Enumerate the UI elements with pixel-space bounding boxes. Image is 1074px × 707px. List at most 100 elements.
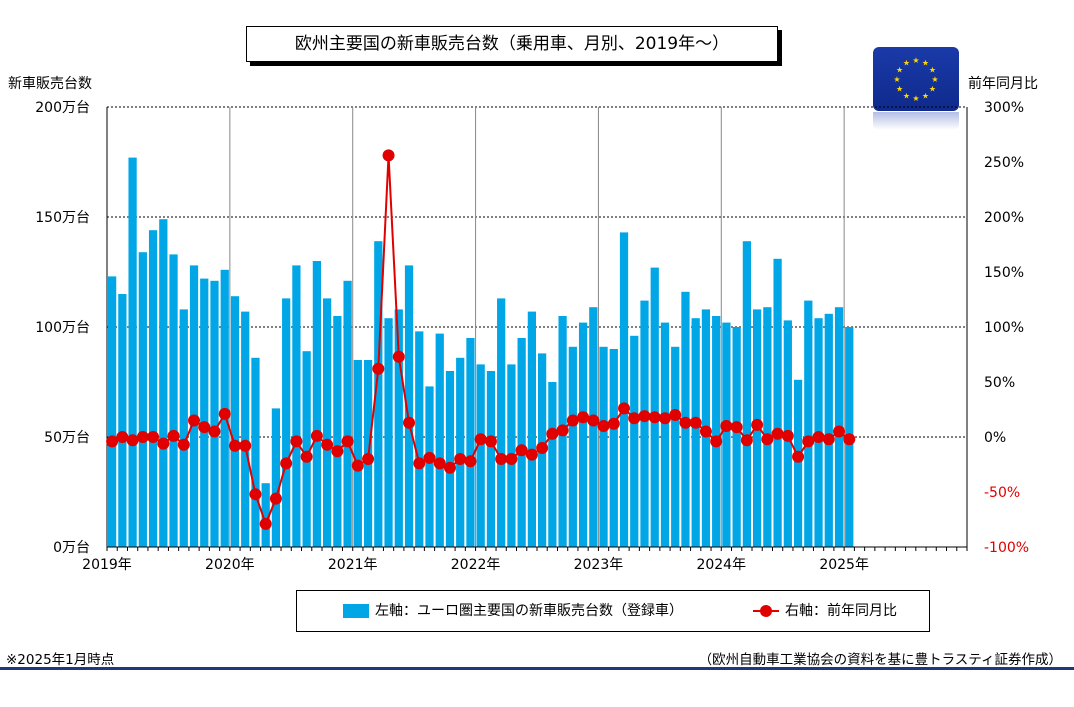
yoy-point: [280, 457, 293, 470]
bar: [650, 267, 659, 547]
yoy-point: [310, 429, 323, 442]
bar: [230, 296, 240, 547]
yoy-point: [669, 409, 682, 421]
right-tick-label: 250%: [984, 155, 1024, 171]
yoy-point: [228, 439, 241, 452]
bar: [302, 351, 311, 547]
bar: [108, 276, 117, 547]
x-tick-label: 2024年: [696, 557, 746, 573]
yoy-point: [239, 439, 252, 452]
left-tick-label: 100万台: [35, 320, 90, 336]
bar: [312, 261, 321, 547]
yoy-point: [157, 437, 170, 450]
chart-legend: 左軸：ユーロ圏主要国の新車販売台数（登録車） 右軸：前年同月比: [296, 590, 930, 632]
bar: [394, 309, 403, 547]
yoy-point: [802, 435, 815, 448]
yoy-point: [597, 420, 610, 432]
yoy-point: [106, 435, 119, 448]
bar: [589, 307, 598, 547]
flag-star-icon: ★: [922, 59, 929, 68]
yoy-point: [546, 427, 559, 440]
bar: [671, 346, 680, 547]
bar: [824, 313, 833, 547]
yoy-point: [464, 455, 477, 468]
bar: [609, 349, 618, 547]
bar: [773, 258, 782, 547]
bar: [466, 338, 475, 547]
right-tick-label: -50%: [984, 485, 1020, 501]
yoy-point: [321, 438, 334, 451]
x-tick-label: 2023年: [574, 557, 624, 573]
bar: [261, 483, 270, 547]
yoy-point: [628, 412, 641, 425]
yoy-point: [658, 412, 671, 425]
bar: [578, 322, 588, 547]
flag-star-icon: ★: [896, 85, 903, 94]
yoy-point: [403, 416, 416, 429]
right-tick-label: 300%: [984, 100, 1024, 116]
yoy-point: [505, 453, 518, 465]
bar: [251, 357, 260, 547]
chart-title: 欧州主要国の新車販売台数（乗用車、月別、2019年〜）: [246, 26, 778, 62]
bar: [619, 232, 629, 547]
yoy-point: [792, 450, 805, 463]
yoy-point: [454, 453, 467, 465]
bar: [640, 300, 649, 547]
left-tick-label: 50万台: [44, 430, 90, 446]
bottom-rule: [0, 667, 1074, 670]
flag-star-icon: ★: [931, 75, 938, 84]
flag-star-icon: ★: [922, 91, 929, 100]
yoy-point: [556, 424, 569, 437]
yoy-point: [167, 429, 180, 442]
yoy-point: [607, 417, 620, 430]
yoy-point: [218, 407, 231, 420]
bar: [793, 379, 803, 547]
yoy-point: [751, 418, 764, 431]
yoy-point: [433, 457, 446, 470]
bar: [476, 364, 485, 547]
yoy-point: [720, 420, 733, 432]
x-tick-label: 2021年: [328, 557, 378, 573]
yoy-point: [577, 411, 590, 424]
yoy-point: [679, 416, 692, 429]
bar: [732, 327, 741, 547]
yoy-point: [351, 459, 364, 472]
bar: [415, 331, 424, 547]
bar: [425, 386, 434, 547]
legend-item-line: 右軸：前年同月比: [753, 602, 897, 620]
legend-line-swatch: [753, 604, 779, 618]
yoy-point: [710, 435, 723, 448]
right-tick-label: 100%: [984, 320, 1024, 336]
bar: [323, 298, 332, 547]
yoy-point: [638, 410, 651, 423]
flag-star-icon: ★: [893, 75, 900, 84]
yoy-point: [833, 425, 846, 438]
yoy-point: [208, 425, 221, 438]
flag-star-icon: ★: [912, 94, 919, 103]
bar: [456, 357, 465, 547]
bar: [333, 316, 342, 547]
legend-bar-label: 左軸：ユーロ圏主要国の新車販売台数（登録車）: [375, 603, 683, 619]
bar: [660, 322, 670, 547]
bar: [517, 338, 526, 547]
bar: [568, 346, 577, 547]
yoy-point: [536, 442, 549, 454]
note-date: ※2025年1月時点: [6, 652, 115, 668]
bar: [445, 371, 455, 547]
yoy-point: [126, 434, 139, 447]
bar: [691, 318, 700, 547]
flag-star-icon: ★: [903, 59, 910, 68]
yoy-point: [495, 453, 508, 465]
yoy-point: [484, 435, 497, 448]
yoy-point: [382, 149, 395, 162]
right-tick-label: 50%: [984, 375, 1015, 391]
yoy-point: [372, 362, 385, 375]
bar: [282, 298, 291, 547]
flag-star-icon: ★: [929, 85, 936, 94]
yoy-point: [198, 421, 211, 434]
flag-star-icon: ★: [896, 66, 903, 75]
legend-item-bar: 左軸：ユーロ圏主要国の新車販売台数（登録車）: [343, 602, 683, 620]
bar: [497, 298, 506, 547]
bar: [353, 360, 362, 547]
